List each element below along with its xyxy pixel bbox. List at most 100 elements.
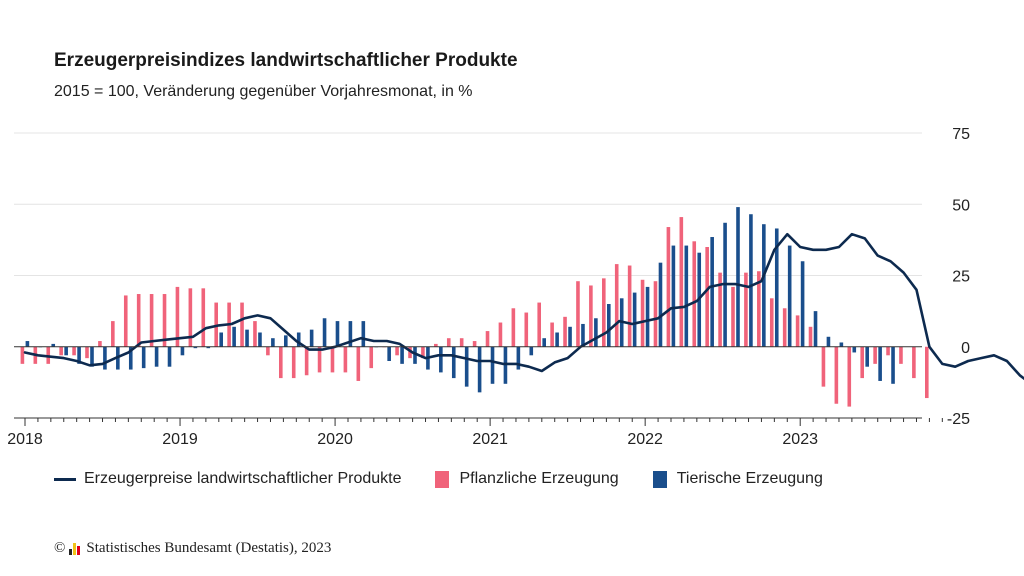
legend-label-total: Erzeugerpreise landwirtschaftlicher Prod… [84, 470, 402, 487]
bar-animal [645, 286, 650, 347]
destatis-logo-icon [69, 542, 81, 555]
bar-animal [387, 346, 391, 361]
bar-plant [72, 346, 76, 356]
bar-animal [800, 261, 805, 347]
bar-animal [296, 332, 301, 347]
x-tick-label: 2019 [162, 431, 198, 448]
bar-plant [356, 346, 361, 381]
chart-title: Erzeugerpreisindizes landwirtschaftliche… [54, 50, 518, 71]
bar-animal [826, 336, 831, 347]
bar-plant [20, 346, 25, 364]
x-tick-label: 2022 [627, 431, 663, 448]
bar-plant [899, 346, 903, 364]
bar-animal [64, 346, 68, 356]
bar-plant [123, 295, 128, 347]
bar-plant [860, 346, 864, 379]
x-tick-label: 2018 [7, 431, 43, 448]
legend-item-animal: Tierische Erzeugung [652, 470, 823, 488]
bar-animal [51, 343, 56, 347]
bar-plant [602, 278, 606, 347]
bar-animal [451, 346, 456, 379]
y-tick-label: 25 [952, 269, 970, 286]
bar-plant [498, 322, 503, 347]
bar-plant [705, 247, 709, 347]
source-text: Statistisches Bundesamt (Destatis), 2023 [86, 540, 332, 556]
bar-layer [20, 207, 929, 407]
bar-plant [653, 281, 658, 347]
bar-plant [873, 346, 877, 364]
bar-animal [400, 346, 404, 364]
bar-animal [684, 245, 689, 347]
bar-plant [731, 286, 735, 347]
bar-plant [640, 279, 645, 347]
y-tick-label: 0 [961, 340, 970, 357]
bar-plant [744, 272, 748, 347]
bar-plant [886, 346, 890, 356]
bar-plant [421, 346, 425, 359]
bar-animal [90, 346, 94, 367]
bar-animal [180, 346, 185, 356]
bar-plant [162, 294, 167, 347]
bar-plant [317, 346, 322, 373]
bar-plant [757, 271, 761, 347]
bar-animal [516, 346, 521, 370]
bar-plant [369, 346, 374, 369]
bar-animal [322, 318, 327, 347]
bar-animal [607, 304, 611, 347]
x-tick-label: 2023 [782, 431, 818, 448]
legend-swatch-plant [435, 470, 450, 488]
bar-animal [529, 346, 534, 356]
bar-animal [167, 346, 172, 367]
bar-plant [563, 316, 567, 347]
bar-animal [852, 346, 857, 353]
bar-animal [658, 262, 663, 347]
bar-plant [395, 346, 399, 356]
legend-swatch-animal [652, 470, 667, 488]
y-tick-label: -25 [947, 411, 970, 428]
bar-plant [175, 286, 180, 347]
bar-animal [128, 346, 133, 370]
bar-plant [59, 346, 63, 356]
bar-animal [232, 326, 236, 347]
bar-animal [25, 341, 30, 347]
bar-plant [627, 265, 632, 347]
bar-animal [141, 346, 146, 369]
bar-animal [736, 207, 740, 347]
bar-plant [550, 322, 554, 347]
source-note: © Statistisches Bundesamt (Destatis), 20… [54, 540, 331, 557]
bar-plant [343, 346, 348, 373]
bar-plant [240, 302, 244, 347]
bar-plant [149, 294, 154, 347]
bar-animal [813, 311, 818, 347]
bar-animal [594, 318, 598, 347]
bar-animal [154, 346, 159, 367]
bar-plant [912, 346, 916, 379]
legend-swatch-line [54, 477, 76, 481]
bar-animal [464, 346, 469, 387]
bar-plant [834, 346, 839, 404]
bar-animal [219, 332, 223, 347]
bar-plant [330, 346, 335, 373]
bar-animal [542, 338, 546, 347]
bar-plant [485, 331, 490, 347]
bar-animal [839, 342, 844, 347]
legend-item-total: Erzeugerpreise landwirtschaftlicher Prod… [54, 470, 401, 488]
bar-plant [614, 264, 619, 347]
bar-plant [666, 227, 671, 347]
bar-animal [335, 321, 340, 347]
bar-plant [408, 346, 412, 359]
y-tick-label: 75 [952, 126, 970, 143]
bar-plant [511, 308, 516, 347]
bar-animal [865, 346, 869, 367]
bar-animal [503, 346, 508, 384]
bar-animal [271, 338, 275, 347]
bar-animal [413, 346, 417, 364]
bar-plant [679, 217, 684, 347]
bar-plant [188, 288, 193, 347]
bar-plant [925, 346, 929, 399]
bar-animal [77, 346, 81, 364]
bar-plant [589, 285, 593, 347]
bar-animal [632, 292, 637, 347]
bar-plant [718, 272, 722, 347]
bar-plant [111, 321, 115, 347]
